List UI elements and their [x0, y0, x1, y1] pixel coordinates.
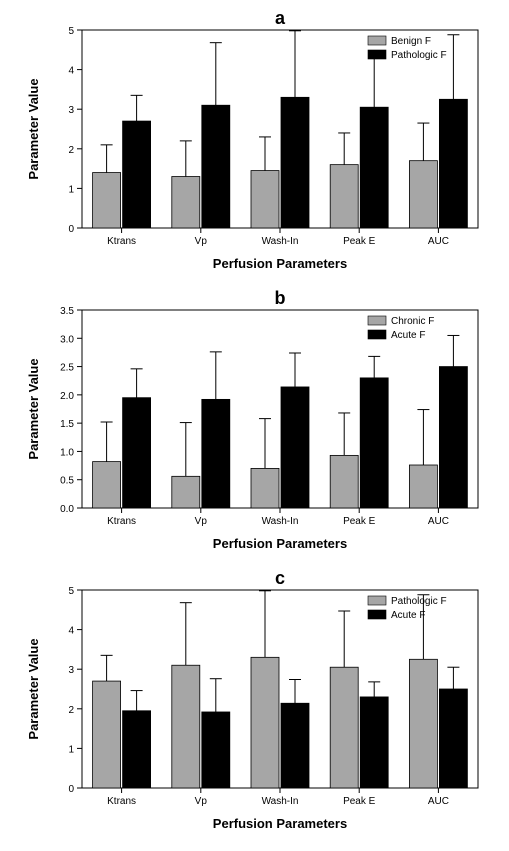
svg-text:Parameter Value: Parameter Value — [26, 638, 41, 739]
panel-c: 0 1 2 3 4 5 Parameter Value Ktrans Vp Wash-In Peak… — [20, 568, 490, 838]
svg-text:Ktrans: Ktrans — [107, 236, 136, 247]
svg-text:1.5: 1.5 — [60, 419, 74, 430]
svg-text:Wash-In: Wash-In — [262, 796, 299, 807]
figure: 0 1 2 3 4 5 Parameter Value Ktrans Vp Wash-In Peak… — [0, 0, 509, 851]
svg-text:1.0: 1.0 — [60, 447, 74, 458]
svg-text:Perfusion Parameters: Perfusion Parameters — [213, 816, 347, 831]
svg-text:2: 2 — [68, 705, 74, 716]
svg-text:Vp: Vp — [195, 236, 208, 247]
svg-text:5: 5 — [68, 26, 74, 37]
svg-text:0: 0 — [68, 784, 74, 795]
panel-b: 0.0 0.5 1.0 1.5 2.0 2.5 3.0 3.5 Parameter Value K… — [20, 288, 490, 558]
svg-text:1: 1 — [68, 184, 74, 195]
svg-text:Parameter Value: Parameter Value — [26, 358, 41, 459]
svg-text:0.0: 0.0 — [60, 504, 74, 515]
svg-text:AUC: AUC — [428, 236, 449, 247]
svg-text:Vp: Vp — [195, 796, 208, 807]
svg-text:Acute F: Acute F — [391, 610, 425, 621]
svg-text:b: b — [275, 288, 286, 308]
svg-text:Peak E: Peak E — [343, 236, 376, 247]
chart-c: 0 1 2 3 4 5 Parameter Value Ktrans Vp Wash-In Peak… — [20, 568, 490, 838]
svg-text:3.0: 3.0 — [60, 334, 74, 345]
svg-text:a: a — [275, 8, 286, 28]
chart-a: 0 1 2 3 4 5 Parameter Value Ktrans Vp Wash-In Peak… — [20, 8, 490, 278]
svg-text:4: 4 — [68, 66, 74, 77]
svg-text:Ktrans: Ktrans — [107, 796, 136, 807]
svg-text:2: 2 — [68, 145, 74, 156]
svg-text:AUC: AUC — [428, 516, 449, 527]
svg-text:Perfusion Parameters: Perfusion Parameters — [213, 256, 347, 271]
svg-text:3: 3 — [68, 665, 74, 676]
svg-text:Wash-In: Wash-In — [262, 236, 299, 247]
svg-text:Pathologic F: Pathologic F — [391, 596, 447, 607]
svg-text:2.0: 2.0 — [60, 391, 74, 402]
svg-text:AUC: AUC — [428, 796, 449, 807]
svg-text:Acute F: Acute F — [391, 330, 425, 341]
svg-text:Benign F: Benign F — [391, 36, 431, 47]
svg-text:Peak E: Peak E — [343, 796, 376, 807]
svg-text:Ktrans: Ktrans — [107, 516, 136, 527]
svg-text:0.5: 0.5 — [60, 476, 74, 487]
svg-text:3.5: 3.5 — [60, 306, 74, 317]
svg-text:3: 3 — [68, 105, 74, 116]
svg-text:Parameter Value: Parameter Value — [26, 78, 41, 179]
svg-text:2.5: 2.5 — [60, 363, 74, 374]
svg-text:0: 0 — [68, 224, 74, 235]
svg-text:Vp: Vp — [195, 516, 208, 527]
svg-text:Chronic F: Chronic F — [391, 316, 434, 327]
svg-text:Wash-In: Wash-In — [262, 516, 299, 527]
svg-text:4: 4 — [68, 626, 74, 637]
panel-a: 0 1 2 3 4 5 Parameter Value Ktrans Vp Wash-In Peak… — [20, 8, 490, 278]
svg-text:Perfusion Parameters: Perfusion Parameters — [213, 536, 347, 551]
svg-text:1: 1 — [68, 744, 74, 755]
chart-b: 0.0 0.5 1.0 1.5 2.0 2.5 3.0 3.5 Parameter Value K… — [20, 288, 490, 558]
svg-text:Pathologic F: Pathologic F — [391, 50, 447, 61]
svg-text:5: 5 — [68, 586, 74, 597]
svg-text:Peak E: Peak E — [343, 516, 376, 527]
svg-text:c: c — [275, 568, 285, 588]
